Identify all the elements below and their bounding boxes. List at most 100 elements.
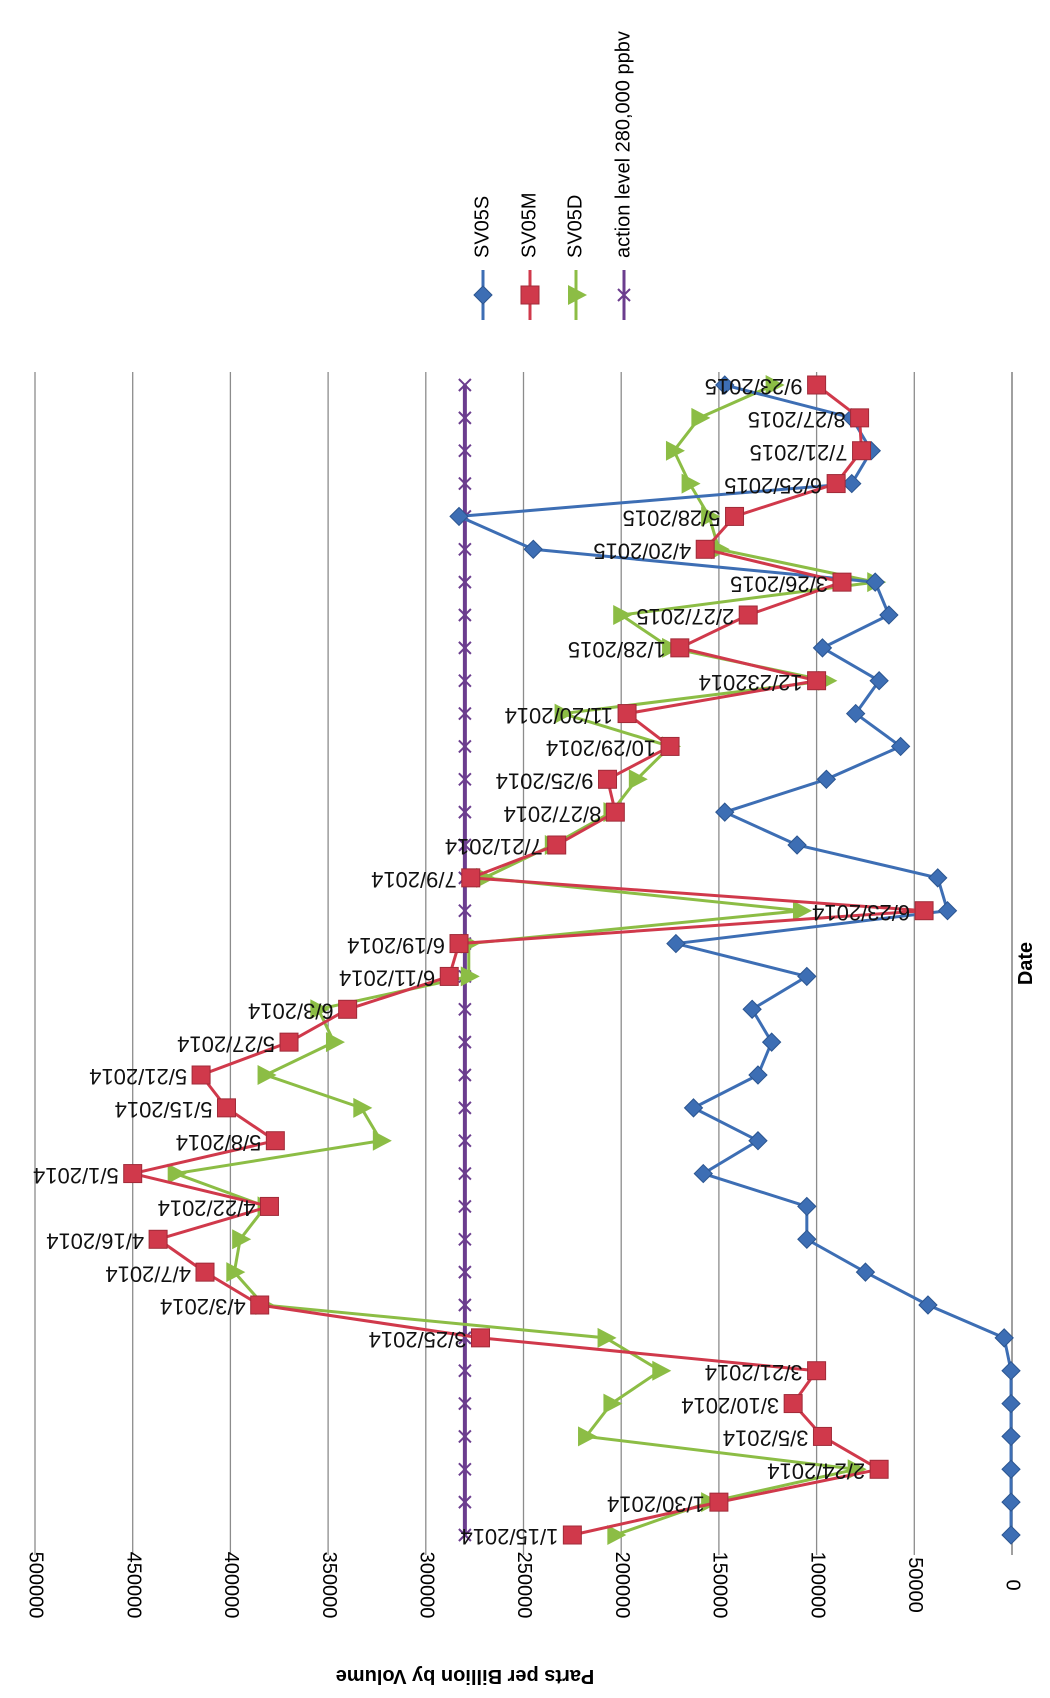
data-point (325, 1032, 345, 1053)
legend-swatch-marker (473, 285, 493, 305)
value-tick-label: 150000 (709, 1552, 731, 1619)
data-point (783, 1394, 803, 1414)
data-point (167, 1163, 187, 1184)
data-point (279, 1032, 299, 1052)
data-point (458, 1134, 472, 1148)
date-label: 8/27/2015 (748, 407, 846, 432)
data-point (449, 934, 469, 954)
date-label: 7/21/2014 (445, 834, 543, 859)
data-point (458, 1035, 472, 1049)
data-point (812, 638, 833, 658)
data-point (845, 703, 866, 724)
date-label: 5/1/2014 (33, 1163, 119, 1188)
data-point (807, 1361, 827, 1381)
legend-label: SV05M (518, 192, 540, 258)
series-line (132, 383, 925, 1537)
legend-label: action level 280,000 ppbv (612, 31, 634, 258)
data-point (850, 408, 870, 428)
date-label: 5/15/2014 (115, 1097, 213, 1122)
date-label: 6/3/2014 (248, 998, 334, 1023)
data-point (123, 1164, 143, 1184)
date-label: 3/21/2014 (705, 1360, 803, 1385)
value-tick-label: 50000 (904, 1557, 926, 1613)
data-point (1001, 1426, 1021, 1447)
data-point (554, 703, 574, 724)
date-label: 3/26/2015 (730, 571, 828, 596)
date-labels: 1/15/2014 1/30/2014 2/24/2014 3/5/2014 3/10/… (33, 374, 910, 1549)
data-point (869, 1459, 889, 1479)
data-point (715, 375, 735, 395)
data-point (458, 1232, 472, 1246)
data-point (259, 1196, 279, 1216)
data-point (458, 1429, 472, 1444)
legend-label: SV05S (471, 196, 493, 258)
data-point (865, 572, 885, 592)
data-point (598, 769, 618, 789)
data-point (842, 473, 862, 494)
data-point (458, 1495, 472, 1509)
data-point (458, 1364, 472, 1378)
series-sv05m (123, 375, 934, 1545)
data-point (748, 1065, 768, 1085)
data-point (605, 802, 625, 822)
data-point (523, 539, 543, 559)
data-point (458, 706, 472, 721)
legend-item: SV05D (564, 195, 587, 320)
data-point (937, 901, 958, 921)
data-point (607, 1525, 627, 1545)
data-point (310, 999, 330, 1020)
series-sv05s (449, 375, 1021, 1545)
data-point (458, 805, 472, 819)
date-label: 4/22/2014 (158, 1196, 256, 1221)
data-point (994, 1328, 1014, 1348)
data-point (562, 1525, 582, 1545)
value-axis-ticks: 0 50000 100000 150000 200000 250000 300000 3500… (25, 1552, 1024, 1619)
date-label: 1/30/2014 (607, 1491, 705, 1516)
date-label: 3/5/2014 (723, 1426, 809, 1451)
data-point (458, 641, 472, 655)
data-point (458, 1068, 472, 1082)
date-label: 6/25/2015 (724, 473, 822, 498)
data-point (257, 1065, 277, 1085)
data-point (232, 1229, 252, 1250)
data-point (869, 671, 889, 691)
date-label: 9/23/2015 (705, 374, 803, 399)
legend-item: action level 280,000 ppbv (612, 31, 634, 320)
date-label: 11/20/2014 (505, 703, 613, 728)
data-point (613, 605, 633, 625)
data-point (460, 966, 480, 987)
date-label: 1/15/2014 (460, 1524, 558, 1549)
data-point (701, 506, 721, 527)
data-point (683, 1098, 704, 1118)
data-point (458, 739, 472, 754)
data-point (695, 539, 715, 559)
legend: SV05S SV05M SV05D action level 280,000 ppbv (471, 31, 634, 320)
date-label: 7/9/2014 (371, 867, 457, 892)
data-point (458, 575, 472, 589)
data-point (458, 1101, 472, 1115)
data-point (918, 1295, 938, 1315)
data-point (761, 1032, 782, 1052)
data-point (855, 1262, 876, 1282)
date-label: 12/232014 (699, 670, 803, 695)
data-point (458, 1002, 472, 1016)
data-point (458, 411, 472, 425)
data-point (826, 474, 846, 494)
data-point (265, 1131, 285, 1151)
data-point (666, 933, 686, 954)
value-tick-label: 500000 (25, 1552, 47, 1619)
data-point (458, 608, 472, 622)
data-point (1001, 1492, 1021, 1512)
data-point (458, 1298, 472, 1312)
data-point (458, 476, 472, 491)
data-point (1001, 1525, 1021, 1545)
legend-swatch-marker (617, 288, 631, 302)
data-point (765, 375, 785, 395)
date-label: 4/20/2015 (593, 538, 691, 563)
date-label: 7/21/2015 (750, 440, 848, 465)
data-point (449, 506, 469, 527)
data-point (458, 1265, 472, 1279)
data-point (852, 441, 872, 461)
data-point (797, 966, 817, 987)
